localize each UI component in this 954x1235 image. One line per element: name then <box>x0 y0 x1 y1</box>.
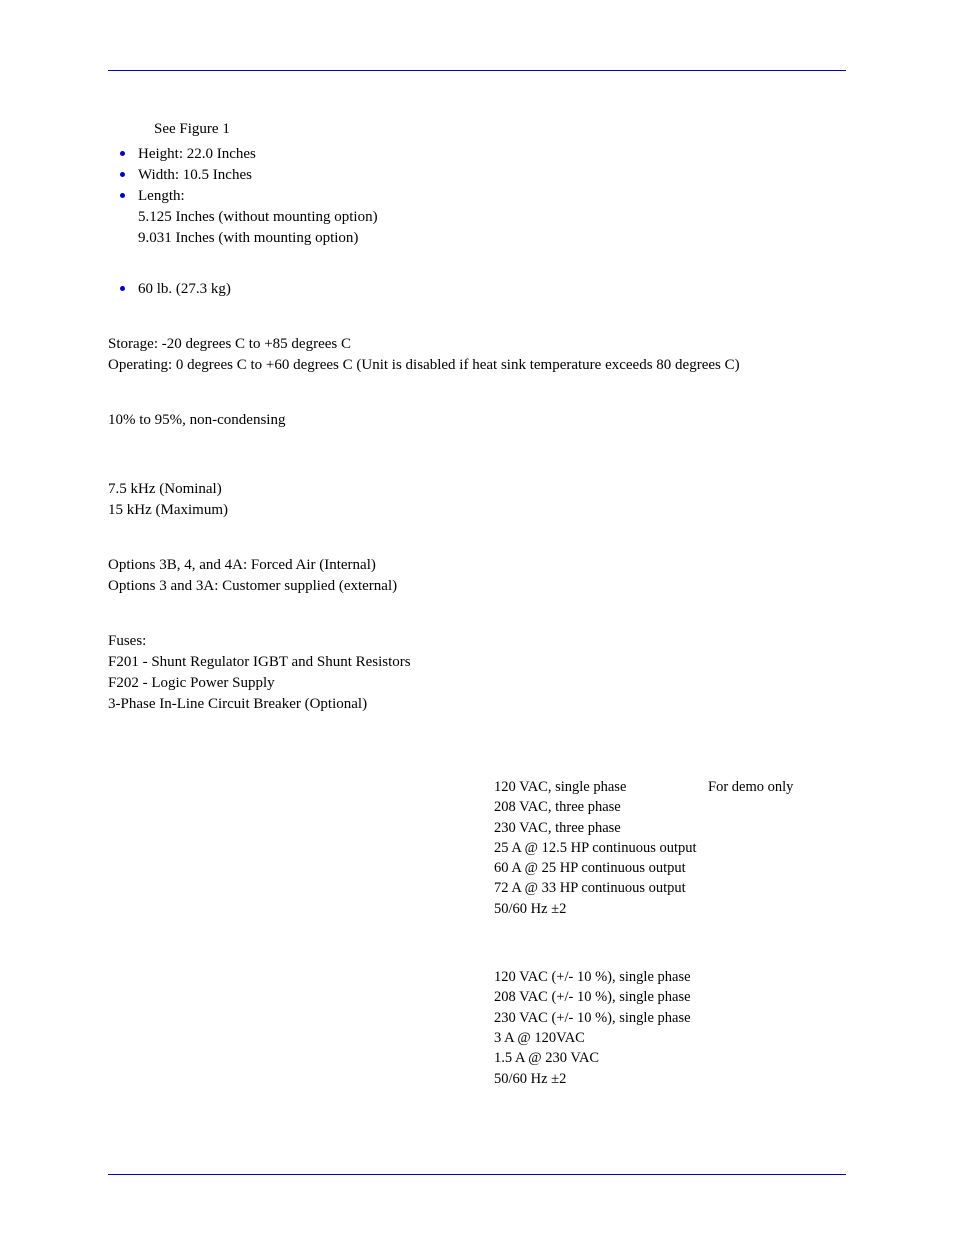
ctrl-ac-i15: 1.5 A @ 230 VAC <box>494 1048 708 1068</box>
main-ac-row: 120 VAC, single phase For demo only <box>108 777 846 797</box>
length-with: 9.031 Inches (with mounting option) <box>138 228 846 249</box>
bullet-icon <box>120 172 125 177</box>
main-ac-v120-note: For demo only <box>708 777 846 797</box>
ctrl-ac-v208: 208 VAC (+/- 10 %), single phase <box>494 987 691 1007</box>
list-item: Height: 22.0 Inches <box>108 144 846 165</box>
pwm-maximum: 15 kHz (Maximum) <box>108 500 846 521</box>
bullet-icon <box>120 193 125 198</box>
top-rule <box>108 70 846 71</box>
main-ac-freq: 50/60 Hz ±2 <box>494 899 708 919</box>
main-ac-v230: 230 VAC, three phase <box>494 818 708 838</box>
main-ac-v208: 208 VAC, three phase <box>494 797 708 817</box>
dimension-height: Height: 22.0 Inches <box>138 146 256 162</box>
temp-operating: Operating: 0 degrees C to +60 degrees C … <box>108 355 846 376</box>
cooling-line1: Options 3B, 4, and 4A: Forced Air (Inter… <box>108 555 846 576</box>
cooling-line2: Options 3 and 3A: Customer supplied (ext… <box>108 576 846 597</box>
bullet-icon <box>120 151 125 156</box>
main-ac-i25: 25 A @ 12.5 HP continuous output <box>494 838 697 858</box>
fuse-f201: F201 - Shunt Regulator IGBT and Shunt Re… <box>108 652 846 673</box>
main-ac-i72: 72 A @ 33 HP continuous output <box>494 878 686 898</box>
bottom-rule <box>108 1174 846 1175</box>
dimension-length-label: Length: <box>138 188 185 204</box>
fuse-f202: F202 - Logic Power Supply <box>108 673 846 694</box>
pwm-nominal: 7.5 kHz (Nominal) <box>108 479 846 500</box>
page-content: See Figure 1 Height: 22.0 Inches Width: … <box>0 0 954 1149</box>
ctrl-ac-i3: 3 A @ 120VAC <box>494 1028 708 1048</box>
ctrl-ac-freq: 50/60 Hz ±2 <box>494 1069 708 1089</box>
length-without: 5.125 Inches (without mounting option) <box>138 207 846 228</box>
weight-list: 60 lb. (27.3 kg) <box>108 279 846 300</box>
list-item: Length: <box>108 186 846 207</box>
temp-storage: Storage: -20 degrees C to +85 degrees C <box>108 334 846 355</box>
main-ac-i60: 60 A @ 25 HP continuous output <box>494 858 686 878</box>
ctrl-ac-v230: 230 VAC (+/- 10 %), single phase <box>494 1008 691 1028</box>
list-item: Width: 10.5 Inches <box>108 165 846 186</box>
main-ac-v120: 120 VAC, single phase <box>494 777 708 797</box>
breaker: 3-Phase In-Line Circuit Breaker (Optiona… <box>108 694 846 715</box>
dimensions-list: Height: 22.0 Inches Width: 10.5 Inches L… <box>108 144 846 207</box>
weight-value: 60 lb. (27.3 kg) <box>138 281 231 297</box>
humidity-value: 10% to 95%, non-condensing <box>108 410 846 431</box>
bullet-icon <box>120 286 125 291</box>
see-figure-text: See Figure 1 <box>154 121 846 138</box>
fuses-label: Fuses: <box>108 631 846 652</box>
list-item: 60 lb. (27.3 kg) <box>108 279 846 300</box>
ctrl-ac-v120: 120 VAC (+/- 10 %), single phase <box>494 967 691 987</box>
dimension-width: Width: 10.5 Inches <box>138 167 252 183</box>
